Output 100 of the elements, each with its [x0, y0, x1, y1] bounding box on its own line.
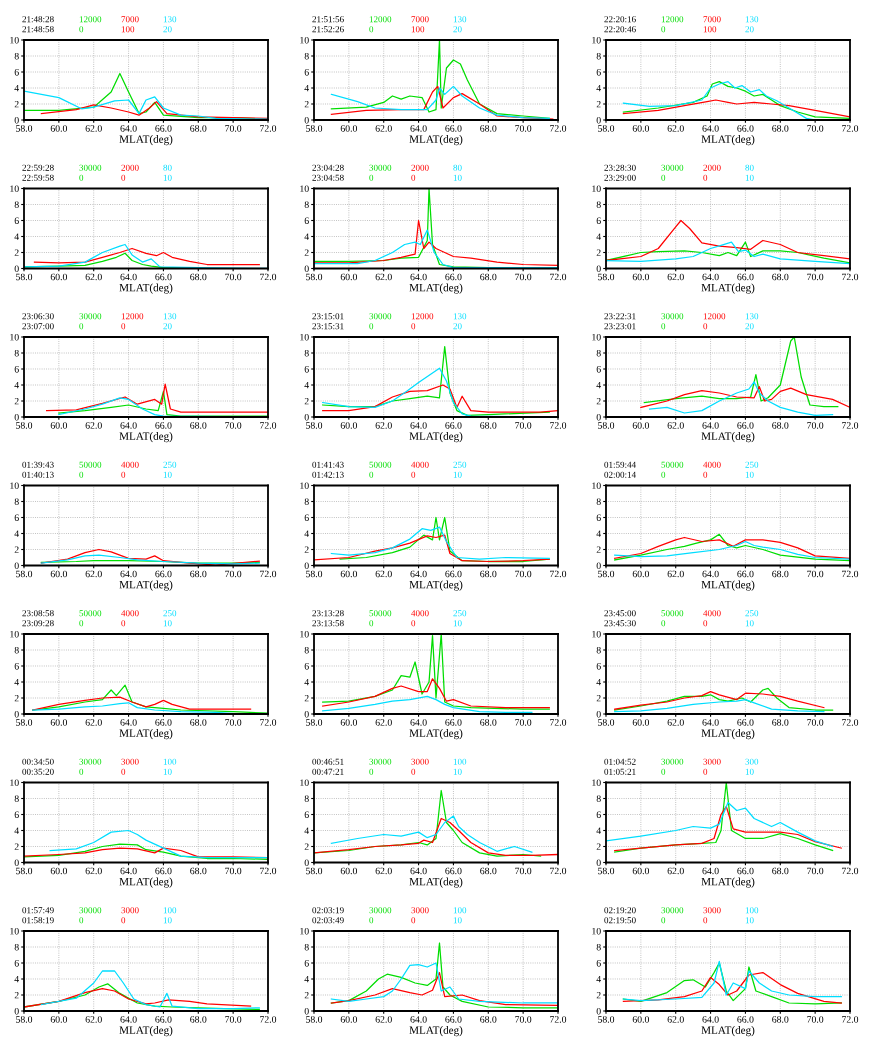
- y-tick-label: 0: [304, 265, 309, 272]
- y-tick-label: 2: [304, 397, 309, 405]
- x-tick-label: 58.0: [16, 1016, 33, 1023]
- x-tick-label: 62.0: [375, 125, 392, 132]
- line-series: [643, 337, 839, 408]
- text: 20: [745, 26, 754, 33]
- x-tick-label: 62.0: [85, 570, 102, 578]
- y-tick-label: 8: [596, 646, 601, 654]
- text: 02:03:19: [312, 907, 344, 914]
- text: 4000: [703, 461, 721, 468]
- text: 0: [121, 620, 126, 627]
- text: 100: [411, 26, 425, 33]
- y-tick-label: 2: [596, 546, 601, 553]
- text: 22:59:58: [22, 174, 54, 181]
- y-tick-label: 8: [304, 498, 309, 505]
- text: 23:07:00: [22, 323, 54, 330]
- text: 30000: [121, 758, 139, 775]
- text: 30000: [79, 313, 102, 320]
- text: 22:20:46: [604, 26, 636, 33]
- text: 0: [411, 174, 416, 181]
- text: 0: [703, 917, 708, 924]
- x-tick-label: 64.0: [702, 867, 719, 875]
- x-tick-label: 64.0: [410, 422, 427, 429]
- y-tick-label: 8: [596, 349, 601, 357]
- x-tick-label: 62.0: [85, 1016, 102, 1023]
- line-series: [606, 801, 834, 848]
- y-tick-label: 0: [14, 116, 19, 124]
- y-tick-label: 4: [304, 530, 309, 537]
- x-axis-title: MLAT(deg): [119, 877, 173, 888]
- line-series: [49, 829, 268, 859]
- text: 23:13:28: [312, 610, 344, 617]
- y-tick-label: 8: [14, 52, 19, 60]
- line-series: [24, 987, 252, 1008]
- text: 50000: [661, 461, 684, 468]
- text: 23:23:01: [604, 323, 636, 330]
- line-series: [40, 554, 260, 565]
- x-tick-label: 68.0: [480, 570, 497, 578]
- x-tick-label: 60.0: [340, 867, 357, 875]
- text: 0: [703, 620, 708, 627]
- line-series: [614, 698, 825, 713]
- text: 02:19:20: [604, 907, 636, 914]
- x-tick-label: 64.0: [120, 273, 137, 281]
- y-tick-label: 6: [596, 662, 601, 670]
- x-tick-label: 62.0: [85, 719, 102, 726]
- y-tick-label: 0: [14, 859, 19, 866]
- text: 100: [121, 26, 135, 33]
- x-tick-label: 72.0: [260, 273, 277, 281]
- text: 30000: [79, 907, 102, 914]
- text: 0: [411, 323, 416, 330]
- text: 10: [745, 620, 754, 627]
- x-tick-label: 72.0: [260, 719, 277, 726]
- text: 01:40:13: [22, 471, 54, 478]
- x-tick-label: 72.0: [550, 125, 567, 132]
- x-axis-title: MLAT(deg): [409, 729, 463, 740]
- text: 10: [453, 620, 462, 627]
- x-tick-label: 70.0: [807, 422, 824, 429]
- x-tick-label: 62.0: [85, 273, 102, 281]
- x-tick-label: 58.0: [306, 125, 323, 132]
- x-tick-label: 60.0: [340, 273, 357, 281]
- x-tick-label: 68.0: [190, 1016, 207, 1023]
- x-tick-label: 66.0: [737, 570, 754, 578]
- text: 12000: [79, 16, 102, 23]
- text: 100: [163, 758, 177, 765]
- y-tick-label: 10: [592, 482, 601, 489]
- text: 21:51:56: [312, 16, 344, 23]
- x-tick-label: 60.0: [340, 719, 357, 726]
- x-tick-label: 66.0: [445, 719, 462, 726]
- text: 100: [163, 907, 177, 914]
- x-tick-label: 62.0: [667, 125, 684, 132]
- x-tick-label: 72.0: [260, 867, 277, 875]
- text: 0: [411, 620, 416, 627]
- text: 80: [163, 164, 172, 171]
- x-tick-label: 70.0: [515, 422, 532, 429]
- x-tick-label: 66.0: [155, 570, 172, 578]
- text: 3000: [121, 907, 139, 914]
- text: 0: [703, 174, 708, 181]
- y-tick-label: 0: [304, 1007, 309, 1015]
- x-tick-label: 62.0: [375, 1016, 392, 1023]
- y-tick-label: 4: [596, 381, 601, 389]
- x-tick-label: 70.0: [225, 570, 242, 578]
- text: 01:04:52: [604, 758, 636, 765]
- x-tick-label: 66.0: [737, 125, 754, 132]
- text: 01:42:13: [312, 471, 344, 478]
- y-tick-label: 6: [596, 959, 601, 967]
- x-tick-label: 58.0: [16, 422, 33, 429]
- text: 10: [163, 620, 172, 627]
- x-tick-label: 66.0: [737, 422, 754, 429]
- x-tick-label: 64.0: [120, 422, 137, 429]
- x-tick-label: 58.0: [16, 125, 33, 132]
- y-tick-label: 4: [304, 678, 309, 686]
- text: 00:34:50: [22, 758, 54, 765]
- text: 100: [745, 907, 759, 914]
- text: 02:19:50: [604, 917, 636, 924]
- x-tick-label: 64.0: [120, 125, 137, 132]
- y-tick-label: 0: [304, 116, 309, 124]
- x-tick-label: 72.0: [842, 719, 859, 726]
- y-tick-label: 8: [304, 52, 309, 60]
- y-tick-label: 2: [596, 843, 601, 850]
- y-tick-label: 8: [14, 646, 19, 654]
- text: 130: [163, 16, 177, 23]
